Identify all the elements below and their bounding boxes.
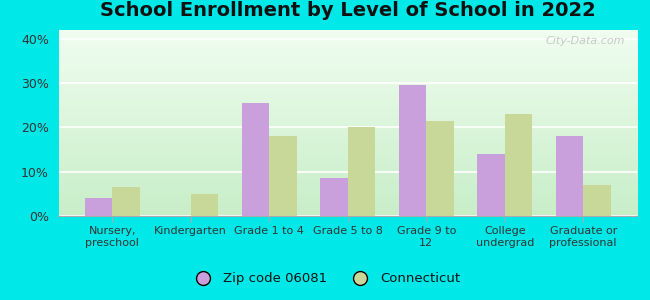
Bar [505, 114, 532, 216]
Bar [426, 121, 454, 216]
Bar [556, 136, 583, 216]
Bar [84, 198, 112, 216]
Bar [477, 154, 505, 216]
Bar [348, 128, 375, 216]
Bar [269, 136, 297, 216]
Text: City-Data.com: City-Data.com [546, 36, 625, 46]
Title: School Enrollment by Level of School in 2022: School Enrollment by Level of School in … [100, 1, 595, 20]
Bar [242, 103, 269, 216]
Legend: Zip code 06081, Connecticut: Zip code 06081, Connecticut [185, 267, 465, 290]
Bar [320, 178, 348, 216]
Bar [583, 185, 611, 216]
Bar [112, 187, 140, 216]
Bar [190, 194, 218, 216]
Bar [398, 85, 426, 216]
